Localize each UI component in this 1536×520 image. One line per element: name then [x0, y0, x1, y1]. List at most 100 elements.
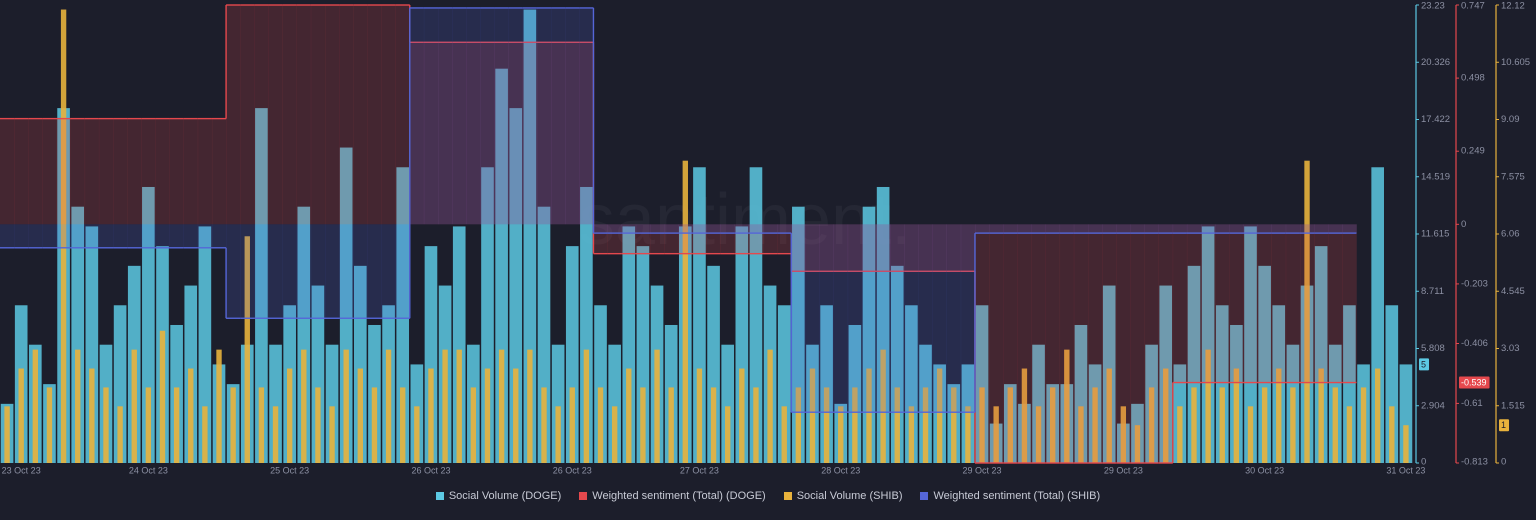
sentiment-area	[211, 118, 227, 225]
bar	[4, 406, 10, 463]
sentiment-area	[423, 7, 439, 225]
legend-item[interactable]: Weighted sentiment (Total) (SHIB)	[920, 490, 1100, 502]
sentiment-area	[989, 224, 1004, 234]
legend-item[interactable]: Social Volume (DOGE)	[435, 490, 561, 502]
sentiment-area	[706, 224, 721, 234]
sentiment-area	[70, 118, 86, 225]
bar	[71, 206, 85, 464]
sentiment-area	[1031, 224, 1046, 463]
bar	[1163, 368, 1169, 463]
y-tick-label: 4.545	[1501, 286, 1525, 297]
sentiment-area	[763, 224, 778, 254]
bar	[46, 387, 53, 463]
bar	[1191, 387, 1197, 463]
bar	[113, 305, 127, 463]
sentiment-area	[946, 224, 962, 413]
sentiment-area	[367, 5, 382, 225]
sentiment-area	[890, 224, 905, 413]
sentiment-area	[946, 224, 962, 272]
sentiment-area	[678, 224, 693, 234]
bar	[753, 387, 759, 463]
bar	[608, 344, 621, 463]
x-tick-label: 26 Oct 23	[553, 465, 592, 475]
x-tick-label: 31 Oct 23	[1386, 465, 1425, 475]
x-tick-label: 30 Oct 23	[1245, 465, 1284, 475]
sentiment-area	[974, 224, 990, 234]
legend: Social Volume (DOGE) Weighted sentiment (…	[0, 490, 1536, 502]
sentiment-area	[720, 224, 736, 234]
sentiment-area	[1003, 224, 1018, 463]
bar	[1120, 406, 1127, 463]
sentiment-area	[268, 5, 283, 225]
sentiment-area	[1215, 224, 1230, 383]
bar	[269, 344, 282, 463]
sentiment-area	[1229, 224, 1244, 234]
sentiment-area	[876, 224, 891, 272]
last-value-badge: 1	[1499, 419, 1510, 432]
legend-item[interactable]: Weighted sentiment (Total) (DOGE)	[579, 490, 766, 502]
bar	[145, 387, 152, 463]
sentiment-area	[579, 7, 594, 225]
bar	[555, 406, 561, 463]
sentiment-area	[1073, 224, 1089, 234]
legend-label: Weighted sentiment (Total) (DOGE)	[592, 490, 766, 502]
sentiment-area	[1285, 224, 1301, 234]
sentiment-area	[819, 224, 834, 413]
bar	[329, 406, 335, 463]
sentiment-area	[113, 224, 128, 248]
legend-item[interactable]: Social Volume (SHIB)	[783, 490, 902, 502]
sentiment-area	[1257, 224, 1272, 383]
sentiment-area	[1201, 224, 1216, 383]
sentiment-area	[268, 224, 283, 319]
bar	[1332, 387, 1338, 463]
sentiment-area	[1186, 224, 1202, 383]
bar	[230, 387, 236, 463]
bar	[1290, 387, 1296, 463]
bar	[117, 406, 123, 463]
y-tick-label: 9.09	[1501, 114, 1520, 125]
y-tick-label: 23.23	[1421, 1, 1445, 12]
sentiment-area	[748, 224, 764, 254]
sentiment-area	[833, 224, 849, 272]
y-tick-label: -0.203	[1461, 278, 1488, 289]
sentiment-area	[296, 5, 312, 225]
sentiment-area	[1045, 224, 1061, 234]
bar	[385, 349, 392, 463]
bar	[1261, 387, 1268, 463]
bar	[1276, 368, 1282, 463]
sentiment-area	[664, 224, 679, 254]
bar	[424, 246, 438, 463]
bar	[569, 387, 575, 463]
x-tick-label: 29 Oct 23	[1104, 465, 1143, 475]
bar	[442, 349, 448, 463]
sentiment-area	[310, 224, 326, 319]
y-tick-label: 11.615	[1421, 229, 1449, 240]
bar	[1078, 406, 1084, 463]
sentiment-area	[1003, 224, 1018, 234]
sentiment-area	[1102, 224, 1117, 234]
sentiment-area	[777, 224, 792, 234]
bar	[354, 265, 367, 463]
bar	[894, 387, 900, 463]
bar	[725, 406, 731, 463]
bar	[876, 186, 890, 464]
bar	[1050, 387, 1056, 463]
sentiment-area	[579, 42, 594, 225]
sentiment-area	[1059, 224, 1075, 463]
sentiment-area	[593, 224, 608, 234]
bar	[1205, 349, 1211, 463]
sentiment-area	[113, 118, 128, 225]
sentiment-area	[56, 224, 71, 248]
bar	[767, 349, 773, 463]
sentiment-area	[438, 42, 453, 225]
bar	[1021, 368, 1028, 463]
sentiment-area	[84, 118, 100, 225]
sentiment-area	[748, 224, 764, 234]
sentiment-area	[324, 224, 340, 319]
bar	[357, 368, 363, 463]
bar	[551, 344, 565, 463]
sentiment-area	[169, 118, 184, 225]
bar	[173, 387, 180, 463]
bar	[255, 108, 268, 463]
bar	[749, 167, 763, 464]
